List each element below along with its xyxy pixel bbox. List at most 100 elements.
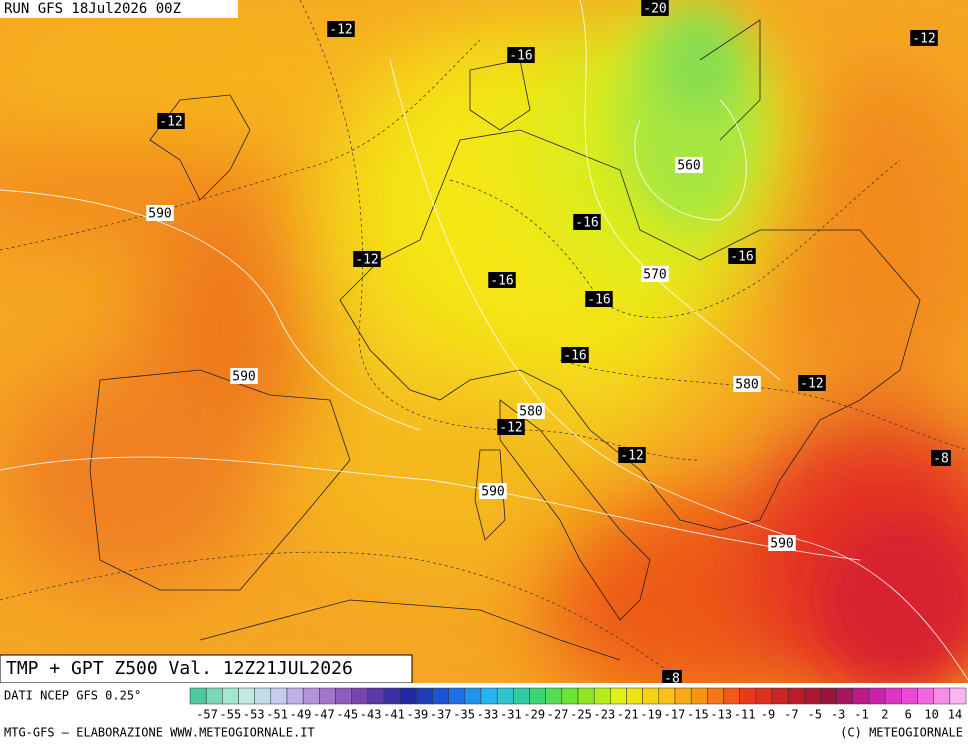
copyright: (C) METEOGIORNALE (840, 726, 963, 740)
run-info: RUN GFS 18Jul2026 00Z (4, 1, 181, 17)
map (0, 0, 968, 683)
geopotential-lines (0, 0, 968, 681)
isotherm-label: -12 (159, 115, 182, 130)
height-label-box (733, 376, 761, 392)
title-box (0, 654, 413, 684)
colorbar-label: -55 (220, 708, 242, 722)
colorbar-label: -13 (710, 708, 732, 722)
isotherm-label-box (798, 375, 826, 391)
colorbar-swatch (674, 687, 692, 705)
colorbar-label: -27 (547, 708, 569, 722)
colorbar-label: -57 (196, 708, 218, 722)
colorbar-swatch (222, 687, 239, 705)
colorbar-swatch (513, 687, 530, 705)
colorbar-label: 14 (948, 708, 962, 722)
isotherm-label: -8 (664, 672, 680, 687)
colorbar-swatch (642, 687, 660, 705)
isotherms (0, 0, 968, 681)
colorbar-swatch (448, 687, 466, 705)
colorbar-label: -35 (453, 708, 475, 722)
colorbar-label: -31 (500, 708, 522, 722)
height-label-box (641, 266, 669, 282)
height-label: 560 (677, 159, 700, 174)
colorbar-label: -19 (640, 708, 662, 722)
isotherm-label: -12 (800, 377, 823, 392)
colorbar-swatch (367, 687, 385, 705)
colorbar-label: -5 (808, 708, 822, 722)
isotherm-label-box (507, 47, 535, 63)
isotherm-label: -12 (329, 23, 352, 38)
height-label-box (675, 157, 703, 173)
colorbar-label: -53 (243, 708, 265, 722)
height-label-box (479, 483, 507, 499)
colorbar-swatch (739, 687, 757, 705)
colorbar-swatch (933, 687, 951, 705)
isotherm-label-box (931, 450, 951, 466)
colorbar-label: -15 (687, 708, 709, 722)
isotherm-label-box (618, 447, 646, 463)
colorbar-swatch (416, 687, 433, 705)
isotherm-label: -20 (643, 2, 666, 17)
isotherm-label-box (910, 30, 938, 46)
colorbar-swatch (335, 687, 352, 705)
colorbar-swatch (723, 687, 740, 705)
colorbar-label: -37 (430, 708, 452, 722)
colorbar-swatch (545, 687, 563, 705)
colorbar-swatch (917, 687, 934, 705)
isotherm-label: -12 (620, 449, 643, 464)
colorbar-swatch (238, 687, 255, 705)
colorbar-label: -51 (266, 708, 288, 722)
isotherm-label: -12 (499, 421, 522, 436)
colorbar-label: 10 (924, 708, 938, 722)
colorbar-swatch (351, 687, 369, 705)
colorbar-label: -7 (784, 708, 798, 722)
isotherm-label-box (641, 0, 669, 16)
colorbar-swatch (690, 687, 708, 705)
colorbar-swatch (804, 687, 821, 705)
colorbar-label: -3 (831, 708, 845, 722)
isotherm-label-box (497, 419, 525, 435)
colorbar-swatch (626, 687, 643, 705)
colorbar-label: -11 (734, 708, 756, 722)
colorbar-swatch (707, 687, 724, 705)
colorbar-label: -25 (570, 708, 592, 722)
colorbar-label: -23 (594, 708, 616, 722)
isotherm-label-box (728, 248, 756, 264)
colorbar-swatch (286, 687, 304, 705)
colorbar-swatch (529, 687, 546, 705)
coastlines (89, 19, 921, 661)
colorbar-swatch (836, 687, 854, 705)
isotherm-label-box (561, 347, 589, 363)
isotherm-label-box (327, 21, 355, 37)
isotherm-label: -16 (563, 349, 586, 364)
colorbar-swatch (480, 687, 498, 705)
colorbar-swatch (205, 687, 223, 705)
isotherm-label: -12 (355, 253, 378, 268)
colorbar-label: 6 (905, 708, 912, 722)
height-label-box (768, 535, 796, 551)
isotherm-label: -12 (912, 32, 935, 47)
colorbar-label: -47 (313, 708, 335, 722)
colorbar-label: -29 (523, 708, 545, 722)
height-label-box (146, 205, 174, 221)
colorbar-label: -45 (336, 708, 358, 722)
colorbar-swatch (383, 687, 401, 705)
isotherm-label-box (157, 113, 185, 129)
isotherm-label: -8 (933, 452, 949, 467)
colorbar-swatch (610, 687, 627, 705)
colorbar-label: -17 (664, 708, 686, 722)
height-label: 590 (481, 485, 504, 500)
colorbar-swatch (302, 687, 320, 705)
colorbar-label: -43 (360, 708, 382, 722)
colorbar-swatch (949, 687, 967, 705)
colorbar-swatch (496, 687, 514, 705)
height-label: 590 (148, 207, 171, 222)
colorbar-swatch (561, 687, 579, 705)
header-box (0, 0, 238, 18)
colorbar-label: 2 (881, 708, 888, 722)
colorbar-swatch (254, 687, 272, 705)
isotherm-label-box (488, 272, 516, 288)
colorbar-swatch (852, 687, 870, 705)
height-label: 590 (232, 370, 255, 385)
